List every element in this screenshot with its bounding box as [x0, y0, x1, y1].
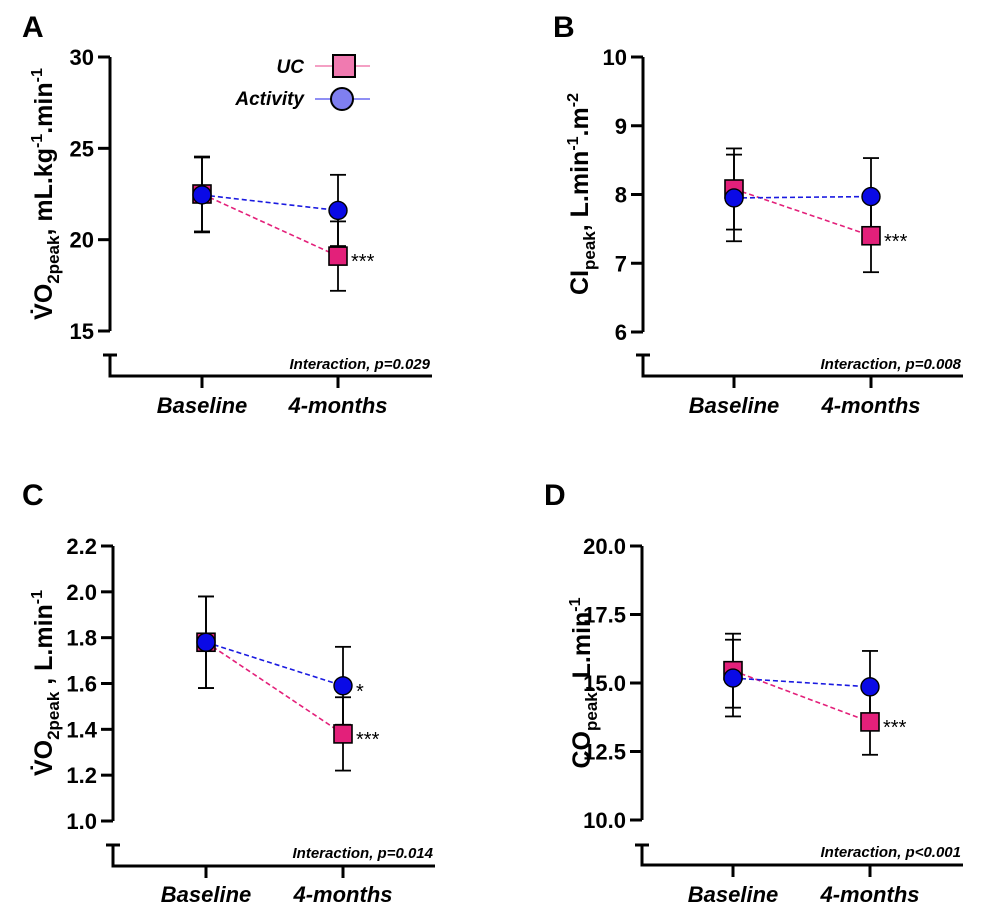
y-axis-label: V̇O2peak, mL.kg-1.min-1	[29, 68, 63, 320]
y-axis-label: V̇O2peak , L.min-1	[29, 590, 63, 776]
y-label-superscript: -1	[29, 134, 46, 148]
data-point-activity	[860, 677, 880, 697]
significance-marker-uc: ***	[884, 231, 908, 253]
y-tick-label: 20	[70, 228, 94, 253]
data-point-activity	[328, 200, 348, 221]
interaction-annotation: Interaction, p=0.029	[290, 356, 431, 373]
y-tick-label: 30	[70, 45, 94, 70]
y-tick-label: 9	[615, 114, 627, 139]
panel-d: D 10.0 12.5 15.0 17.5 20.0 Baseline 4-months In…	[544, 479, 963, 907]
series-line-uc	[733, 188, 872, 237]
data-point-uc	[333, 724, 353, 744]
y-axis-label: COpeak, L.min-1	[567, 597, 601, 768]
y-label-superscript: -1	[565, 136, 582, 150]
series-line-activity	[732, 677, 871, 688]
y-label-superscript-2: -1	[29, 68, 46, 82]
y-label-base: V̇O	[29, 284, 58, 320]
y-tick-label: 1.2	[66, 763, 97, 788]
y-tick-label: 7	[615, 251, 627, 276]
x-tick-label-4-months: 4-months	[293, 882, 393, 907]
y-tick-label: 2.2	[66, 534, 97, 559]
interaction-annotation: Interaction, p=0.008	[821, 356, 962, 373]
x-tick-label-4-months: 4-months	[288, 393, 388, 418]
y-label-base: CI	[566, 270, 594, 295]
legend-marker-uc	[332, 54, 356, 78]
y-tick-label: 1.6	[66, 672, 97, 697]
y-label-superscript: -1	[29, 590, 46, 604]
panel-letter-a: A	[22, 11, 44, 44]
x-tick-label-baseline: Baseline	[157, 393, 248, 418]
y-label-units: , L.min	[30, 604, 58, 692]
y-label-subscript: 2peak	[44, 235, 63, 284]
data-point-activity	[861, 186, 881, 207]
legend-item-activity: Activity	[234, 87, 370, 111]
y-tick-label: 10	[603, 45, 627, 70]
series-line-uc	[732, 669, 871, 723]
panel-a: A 15 20 25 30 Baseline 4-months Interaction, p…	[22, 11, 432, 418]
series-line-uc	[201, 193, 339, 257]
data-point-uc	[328, 246, 348, 266]
data-point-activity	[333, 676, 353, 696]
panel-c: C 1.0 1.2 1.4 1.6 1.8 2.0 2.2 Baseline 4-months I…	[22, 479, 435, 907]
series-line-activity	[733, 195, 872, 199]
y-tick-label: 1.8	[66, 626, 97, 651]
y-label-units: , L.min	[566, 151, 594, 232]
y-label-superscript-2: -2	[565, 93, 582, 107]
panel-letter-d: D	[544, 479, 566, 512]
data-point-activity	[724, 188, 744, 208]
legend: UC Activity	[234, 54, 370, 111]
data-point-activity	[723, 668, 743, 688]
significance-marker-uc: ***	[351, 251, 375, 273]
interaction-annotation: Interaction, p=0.014	[293, 845, 434, 862]
y-label-base: CO	[568, 731, 596, 769]
x-tick-label-baseline: Baseline	[161, 882, 252, 907]
y-label-units: , L.min	[568, 612, 596, 693]
y-label-units: , mL.kg	[30, 148, 58, 236]
y-label-superscript: -1	[567, 597, 584, 611]
y-label-subscript: peak	[582, 692, 601, 731]
significance-marker-uc: ***	[356, 729, 380, 751]
legend-marker-activity	[330, 87, 354, 111]
panel-letter-b: B	[553, 11, 575, 44]
y-tick-label: 25	[70, 136, 94, 161]
legend-label-activity: Activity	[234, 89, 305, 110]
y-label-units-2: .min	[30, 82, 58, 133]
legend-item-uc: UC	[277, 54, 370, 78]
data-point-activity	[196, 632, 216, 652]
x-tick-label-4-months: 4-months	[821, 393, 921, 418]
y-tick-label: 15.0	[583, 671, 626, 696]
panel-letter-c: C	[22, 479, 44, 512]
y-label-base: V̇O	[29, 740, 58, 776]
legend-label-uc: UC	[277, 57, 305, 78]
y-label-subscript: peak	[580, 231, 599, 270]
y-tick-label: 1.4	[66, 717, 97, 742]
x-tick-label-baseline: Baseline	[689, 393, 780, 418]
significance-marker-activity: *	[356, 681, 364, 703]
y-tick-label: 17.5	[583, 603, 626, 628]
y-axis-label: CIpeak, L.min-1.m-2	[565, 93, 599, 295]
y-tick-label: 12.5	[583, 740, 626, 765]
y-tick-label: 10.0	[583, 808, 626, 833]
panel-b: B 6 7 8 9 10 Baseline 4-months Interaction, p=0…	[553, 11, 963, 418]
significance-marker-uc: ***	[883, 717, 907, 739]
y-tick-label: 8	[615, 183, 627, 208]
data-point-uc	[861, 225, 881, 246]
interaction-annotation: Interaction, p<0.001	[821, 844, 961, 861]
series-line-activity	[205, 641, 344, 687]
y-tick-label: 2.0	[66, 580, 97, 605]
series-line-uc	[205, 641, 344, 735]
y-tick-label: 15	[70, 319, 94, 344]
y-tick-label: 1.0	[66, 809, 97, 834]
y-label-subscript: 2peak	[44, 691, 63, 740]
y-label-units-2: .m	[566, 107, 594, 136]
series-line-activity	[201, 194, 339, 212]
x-tick-label-baseline: Baseline	[688, 882, 779, 907]
data-point-activity	[192, 185, 212, 205]
y-tick-label: 6	[615, 320, 627, 345]
data-point-uc	[860, 712, 880, 732]
x-tick-label-4-months: 4-months	[820, 882, 920, 907]
y-tick-label: 20.0	[583, 534, 626, 559]
